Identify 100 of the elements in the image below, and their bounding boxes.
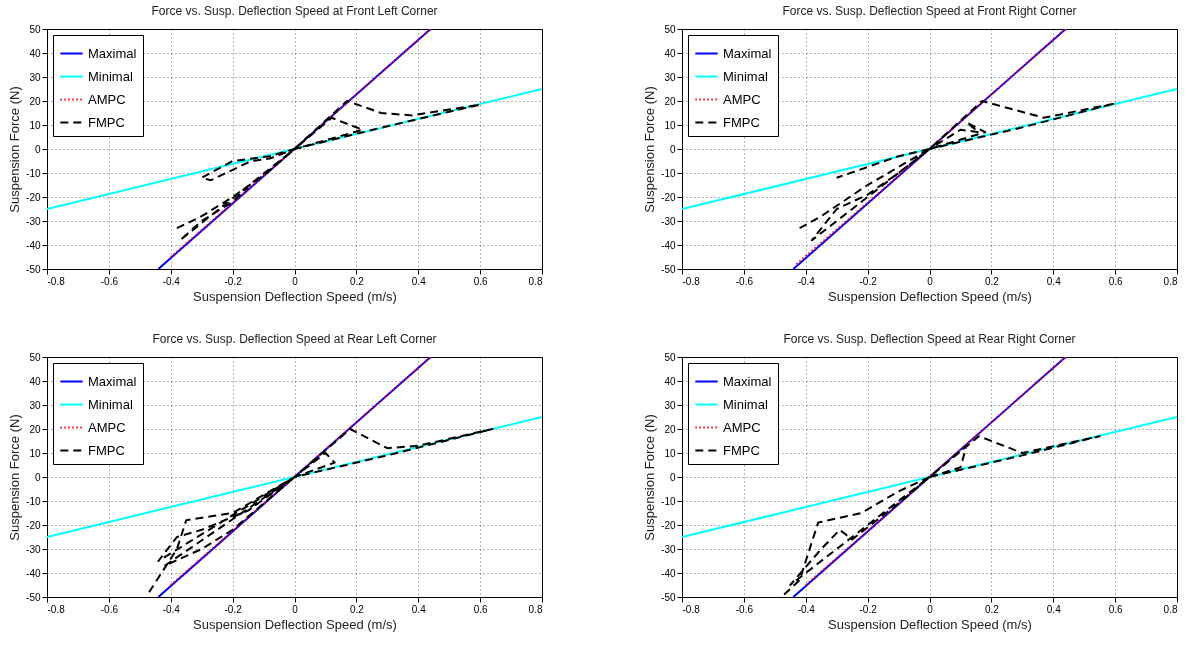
x-tick-label: 0.2 bbox=[349, 603, 365, 615]
line-series bbox=[798, 100, 1117, 242]
x-tick-label: 0.4 bbox=[1046, 603, 1062, 615]
chart-title: Force vs. Susp. Deflection Speed at Front Left Corner bbox=[151, 4, 438, 18]
chart-title: Force vs. Susp. Deflection Speed at Front Right Corner bbox=[782, 4, 1077, 18]
y-tick-label: -10 bbox=[661, 495, 676, 507]
y-tick-label: -10 bbox=[26, 167, 41, 179]
x-tick-label: 0 bbox=[292, 275, 299, 287]
y-tick-label: 40 bbox=[664, 375, 676, 387]
x-tick-label: 0.2 bbox=[349, 275, 365, 287]
y-tick-label: 10 bbox=[29, 447, 41, 459]
x-tick-label: -0.2 bbox=[859, 275, 878, 287]
x-tick-label: -0.4 bbox=[797, 275, 816, 287]
y-tick-label: -50 bbox=[661, 263, 676, 275]
x-tick-label: 0.4 bbox=[1046, 275, 1062, 287]
x-tick-label: 0.4 bbox=[411, 275, 427, 287]
y-tick-label: 50 bbox=[664, 23, 676, 35]
y-tick-label: 0 bbox=[34, 471, 41, 483]
y-tick-label: 50 bbox=[664, 351, 676, 363]
legend-label: Maximal bbox=[723, 45, 772, 61]
y-tick-label: 30 bbox=[664, 71, 676, 83]
y-tick-label: -40 bbox=[661, 239, 676, 251]
x-tick-label: -0.8 bbox=[47, 603, 66, 615]
legend-label: Minimal bbox=[723, 396, 768, 412]
legend-label: FMPC bbox=[723, 114, 760, 130]
legend-label: FMPC bbox=[88, 114, 125, 130]
legend-label: Maximal bbox=[723, 373, 772, 389]
x-tick-label: 0.8 bbox=[1163, 603, 1178, 615]
y-tick-label: 40 bbox=[664, 47, 676, 59]
y-tick-label: -20 bbox=[26, 191, 41, 203]
legend-label: Maximal bbox=[88, 45, 137, 61]
y-tick-label: -40 bbox=[26, 239, 41, 251]
x-tick-label: -0.2 bbox=[224, 275, 243, 287]
x-tick-label: 0.8 bbox=[1163, 275, 1178, 287]
y-tick-label: -50 bbox=[661, 591, 676, 603]
y-tick-label: 0 bbox=[34, 143, 41, 155]
y-tick-label: 10 bbox=[664, 119, 676, 131]
y-axis-title: Suspension Force (N) bbox=[642, 86, 658, 213]
legend-label: AMPC bbox=[723, 91, 761, 107]
y-tick-label: 40 bbox=[29, 375, 41, 387]
x-axis-title: Suspension Deflection Speed (m/s) bbox=[193, 288, 397, 304]
line-series bbox=[783, 435, 1101, 596]
line-series bbox=[148, 428, 494, 594]
y-tick-label: -40 bbox=[661, 567, 676, 579]
x-tick-label: -0.4 bbox=[162, 275, 181, 287]
y-tick-label: 0 bbox=[669, 471, 676, 483]
y-tick-label: -10 bbox=[26, 495, 41, 507]
chart-title: Force vs. Susp. Deflection Speed at Rear Left Corner bbox=[152, 332, 437, 346]
x-tick-label: 0.6 bbox=[1108, 603, 1124, 615]
x-tick-label: -0.8 bbox=[682, 275, 701, 287]
legend-label: Minimal bbox=[723, 68, 768, 84]
line-series bbox=[175, 100, 482, 242]
x-axis-title: Suspension Deflection Speed (m/s) bbox=[828, 616, 1032, 632]
x-axis-title: Suspension Deflection Speed (m/s) bbox=[828, 288, 1032, 304]
x-tick-label: 0 bbox=[927, 603, 934, 615]
x-tick-label: 0.2 bbox=[984, 603, 1000, 615]
y-tick-label: -30 bbox=[661, 215, 676, 227]
x-tick-label: 0 bbox=[927, 275, 934, 287]
x-axis-title: Suspension Deflection Speed (m/s) bbox=[193, 616, 397, 632]
x-tick-label: -0.8 bbox=[682, 603, 701, 615]
y-tick-label: 20 bbox=[664, 95, 676, 107]
y-tick-label: -50 bbox=[26, 591, 41, 603]
x-tick-label: 0.8 bbox=[528, 275, 543, 287]
y-tick-label: 30 bbox=[29, 399, 41, 411]
legend-label: Minimal bbox=[88, 68, 133, 84]
y-axis-title: Suspension Force (N) bbox=[7, 86, 23, 213]
x-tick-label: -0.4 bbox=[797, 603, 816, 615]
y-tick-label: -50 bbox=[26, 263, 41, 275]
x-tick-label: 0.6 bbox=[1108, 275, 1124, 287]
x-tick-label: -0.2 bbox=[224, 603, 243, 615]
y-tick-label: -20 bbox=[26, 519, 41, 531]
legend-label: FMPC bbox=[723, 442, 760, 458]
x-tick-label: -0.6 bbox=[100, 275, 119, 287]
y-tick-label: 10 bbox=[29, 119, 41, 131]
legend-label: FMPC bbox=[88, 442, 125, 458]
y-tick-label: 50 bbox=[29, 23, 41, 35]
x-tick-label: 0.6 bbox=[473, 603, 489, 615]
y-tick-label: 10 bbox=[664, 447, 676, 459]
y-tick-label: 30 bbox=[29, 71, 41, 83]
x-tick-label: -0.8 bbox=[47, 275, 66, 287]
y-tick-label: -30 bbox=[26, 215, 41, 227]
y-tick-label: -20 bbox=[661, 519, 676, 531]
y-tick-label: -10 bbox=[661, 167, 676, 179]
legend-label: AMPC bbox=[88, 419, 126, 435]
x-tick-label: -0.2 bbox=[859, 603, 878, 615]
x-tick-label: 0.8 bbox=[528, 603, 543, 615]
legend-label: AMPC bbox=[723, 419, 761, 435]
y-tick-label: 30 bbox=[664, 399, 676, 411]
y-tick-label: -40 bbox=[26, 567, 41, 579]
y-tick-label: 50 bbox=[29, 351, 41, 363]
y-tick-label: 20 bbox=[664, 423, 676, 435]
legend-label: AMPC bbox=[88, 91, 126, 107]
legend-label: Minimal bbox=[88, 396, 133, 412]
y-tick-label: 20 bbox=[29, 423, 41, 435]
y-tick-label: 40 bbox=[29, 47, 41, 59]
x-tick-label: 0.2 bbox=[984, 275, 1000, 287]
y-axis-title: Suspension Force (N) bbox=[642, 414, 658, 541]
x-tick-label: -0.6 bbox=[735, 603, 754, 615]
x-tick-label: -0.6 bbox=[100, 603, 119, 615]
y-tick-label: 0 bbox=[669, 143, 676, 155]
